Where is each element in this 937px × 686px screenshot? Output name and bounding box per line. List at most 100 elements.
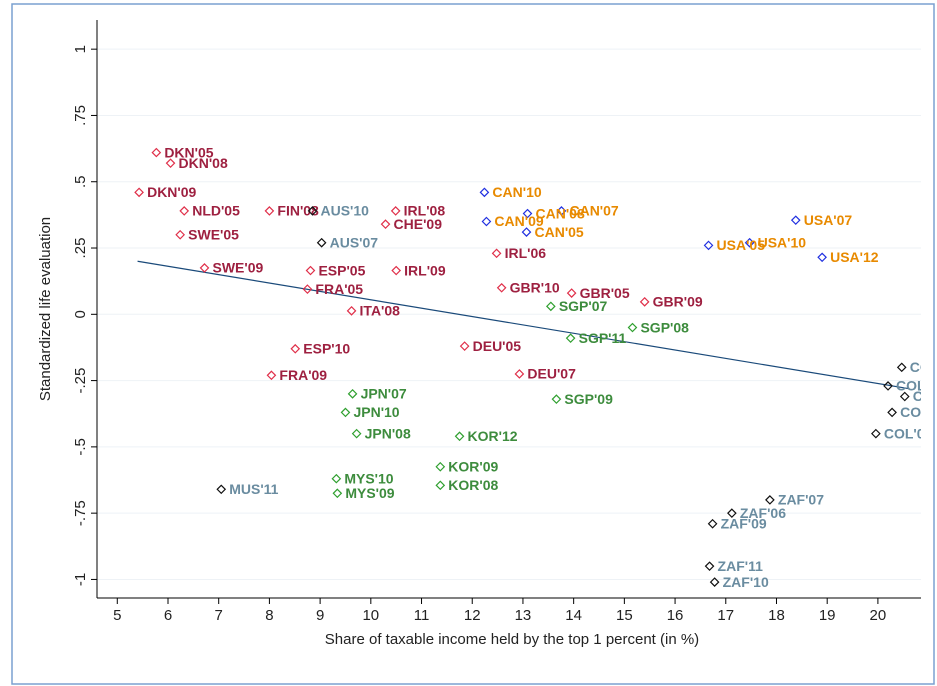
point-label: JPN'08 bbox=[365, 425, 411, 441]
point-label: IRL'06 bbox=[505, 245, 547, 261]
point bbox=[899, 391, 910, 402]
y-tick-label: 1 bbox=[72, 45, 89, 53]
point-label: SGP'11 bbox=[579, 330, 627, 346]
point-label: SGP'07 bbox=[559, 298, 608, 314]
point-label: ESP'05 bbox=[318, 262, 365, 278]
x-tick-label: 12 bbox=[464, 607, 481, 624]
point-label: ESP'10 bbox=[303, 340, 350, 356]
x-tick-label: 17 bbox=[717, 607, 734, 624]
point bbox=[896, 362, 907, 373]
y-tick-label: .5 bbox=[72, 175, 89, 188]
point bbox=[305, 265, 316, 276]
point bbox=[765, 495, 775, 505]
y-tick-label: -1 bbox=[72, 573, 89, 586]
point bbox=[290, 343, 301, 354]
point bbox=[707, 518, 718, 529]
y-tick-label: .25 bbox=[72, 238, 89, 259]
point-label: MYS'09 bbox=[345, 485, 394, 501]
y-tick-label: 0 bbox=[72, 310, 89, 318]
point bbox=[481, 216, 492, 227]
point bbox=[316, 237, 327, 248]
point bbox=[521, 227, 532, 237]
point bbox=[459, 341, 470, 351]
point bbox=[639, 296, 650, 307]
point bbox=[887, 407, 897, 418]
point bbox=[727, 508, 737, 519]
point-label: SWE'05 bbox=[188, 226, 239, 242]
point bbox=[435, 480, 446, 491]
point bbox=[331, 473, 342, 484]
point-label: JPN'07 bbox=[361, 386, 407, 402]
point-label: KOR'09 bbox=[448, 458, 498, 474]
point bbox=[817, 252, 827, 263]
point-label: ITA'08 bbox=[360, 303, 401, 319]
point-label: CAN'09 bbox=[494, 213, 543, 229]
point-label: ZAF'06 bbox=[740, 505, 786, 521]
point-label: GBR'05 bbox=[580, 285, 630, 301]
point-label: FRA'09 bbox=[279, 367, 327, 383]
point-label: USA'07 bbox=[804, 212, 853, 228]
point-label: CAN'08 bbox=[536, 205, 585, 221]
point bbox=[790, 215, 801, 226]
point-label: COL'0 bbox=[884, 425, 925, 441]
point-label: COL bbox=[900, 404, 930, 420]
point bbox=[871, 428, 881, 439]
point bbox=[264, 206, 275, 216]
point bbox=[522, 208, 533, 219]
point-label: COL bbox=[910, 359, 937, 375]
point-label: DKN'09 bbox=[147, 184, 196, 200]
x-tick-label: 19 bbox=[819, 607, 836, 624]
x-tick-label: 8 bbox=[265, 607, 273, 624]
point bbox=[454, 431, 465, 442]
point bbox=[179, 206, 190, 216]
point-label: CHE'09 bbox=[394, 216, 443, 232]
point bbox=[351, 428, 362, 439]
point bbox=[175, 229, 186, 240]
y-tick-label: -.75 bbox=[72, 500, 89, 526]
point bbox=[199, 263, 210, 273]
point-label: MYS'10 bbox=[344, 470, 393, 486]
point-label: ZAF'11 bbox=[718, 558, 764, 574]
point-label: CAN'05 bbox=[534, 224, 583, 240]
point bbox=[134, 187, 144, 198]
point bbox=[347, 388, 358, 399]
point bbox=[435, 461, 446, 472]
point-label: FIN'08 bbox=[277, 203, 319, 219]
point-label: KOR'12 bbox=[468, 428, 518, 444]
point-label: NLD'05 bbox=[192, 203, 240, 219]
x-tick-label: 13 bbox=[515, 607, 532, 624]
point bbox=[883, 381, 893, 391]
x-tick-label: 5 bbox=[113, 607, 121, 624]
x-tick-label: 7 bbox=[215, 607, 223, 624]
point bbox=[302, 284, 313, 294]
point-label: DEU'07 bbox=[527, 366, 576, 382]
point bbox=[216, 484, 227, 495]
point-label: ZAF'09 bbox=[721, 515, 767, 531]
x-tick-label: 16 bbox=[667, 607, 684, 624]
point-label: IRL'09 bbox=[404, 262, 446, 278]
point bbox=[332, 488, 343, 499]
point bbox=[266, 370, 277, 381]
x-tick-label: 11 bbox=[414, 607, 430, 624]
point bbox=[556, 206, 567, 216]
point-label: GBR'10 bbox=[510, 279, 560, 295]
point bbox=[390, 206, 401, 216]
point-label: CAN'10 bbox=[492, 184, 541, 200]
y-tick-label: .75 bbox=[72, 105, 89, 126]
x-tick-label: 10 bbox=[362, 607, 379, 624]
y-tick-label: -.25 bbox=[72, 368, 89, 394]
point-label: JPN'10 bbox=[353, 404, 399, 420]
x-tick-label: 20 bbox=[870, 607, 887, 624]
x-axis-title: Share of taxable income held by the top … bbox=[325, 631, 699, 648]
point-label: DEU'05 bbox=[473, 338, 522, 354]
point bbox=[514, 369, 525, 379]
point bbox=[627, 322, 638, 333]
point bbox=[151, 147, 162, 158]
point-label: GBR'09 bbox=[653, 294, 703, 310]
x-tick-label: 6 bbox=[164, 607, 172, 624]
point-label: USA'10 bbox=[758, 234, 807, 250]
point-label: DKN'05 bbox=[164, 144, 213, 160]
point-label: ZAF'10 bbox=[723, 574, 769, 590]
